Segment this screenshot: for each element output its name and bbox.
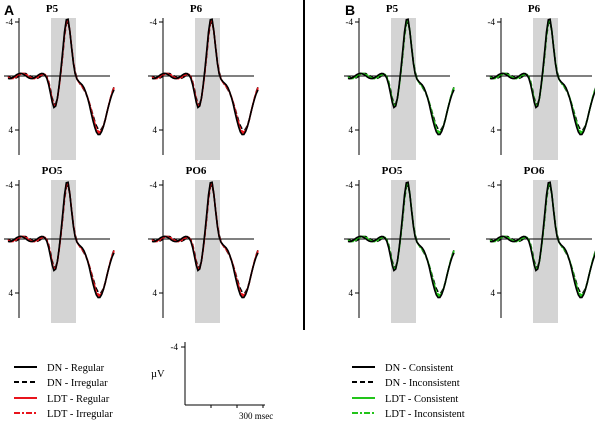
y-tick-label: -4 xyxy=(6,17,14,27)
subplot-a-p5: -4 4 P5 xyxy=(4,3,115,160)
subplot-b-p6: -4 4 P6 xyxy=(486,3,595,160)
legend-a-label-3: LDT - Regular xyxy=(47,394,110,405)
subplot-title: PO5 xyxy=(382,165,403,177)
legend-a: DN - Regular DN - Irregular LDT - Regula… xyxy=(14,363,113,420)
y-tick-label: -4 xyxy=(346,17,354,27)
subplot-b-po5: -4 4 PO5 xyxy=(344,165,455,323)
erp-waveform-4 xyxy=(489,18,595,136)
y-tick-label: -4 xyxy=(150,180,158,190)
legend-b-label-1: DN - Consistent xyxy=(385,363,453,374)
legend-b-label-2: DN - Inconsistent xyxy=(385,378,460,389)
erp-waveform-4 xyxy=(347,18,455,136)
subplot-title: P5 xyxy=(386,3,399,15)
y-tick-label: 4 xyxy=(349,288,354,298)
subplot-b-po6: -4 4 PO6 xyxy=(486,165,595,323)
erp-waveform-4 xyxy=(151,18,259,136)
plots-layer: -44P5-44P6-44PO5-44PO6-44P5-44P6-44PO5-4… xyxy=(4,3,595,323)
y-tick-label: 4 xyxy=(491,125,496,135)
y-tick-label: 4 xyxy=(153,288,158,298)
subplot-title: PO5 xyxy=(42,165,63,177)
y-tick-label: -4 xyxy=(488,180,496,190)
scale-bar-x-label: 300 msec xyxy=(239,411,273,421)
legend-a-label-4: LDT - Irregular xyxy=(47,409,113,420)
legend-a-label-2: DN - Irregular xyxy=(47,378,108,389)
y-tick-label: -4 xyxy=(150,17,158,27)
y-tick-label: -4 xyxy=(6,180,14,190)
scale-bar-unit-label: µV xyxy=(151,369,165,380)
y-tick-label: 4 xyxy=(491,288,496,298)
legend-a-label-1: DN - Regular xyxy=(47,363,105,374)
panel-label-b: B xyxy=(345,2,355,18)
y-tick-label: 4 xyxy=(349,125,354,135)
panel-label-a: A xyxy=(4,2,14,18)
subplot-b-p5: -4 4 P5 xyxy=(344,3,455,160)
y-tick-label: 4 xyxy=(9,288,14,298)
y-tick-label: 4 xyxy=(153,125,158,135)
legend-b: DN - Consistent DN - Inconsistent LDT - … xyxy=(352,363,465,420)
subplot-title: P6 xyxy=(528,3,541,15)
subplot-a-p6: -4 4 P6 xyxy=(148,3,259,160)
scale-bar-y-tick-label: -4 xyxy=(171,342,179,352)
subplot-title: PO6 xyxy=(186,165,207,177)
legend-b-label-4: LDT - Inconsistent xyxy=(385,409,465,420)
subplot-title: PO6 xyxy=(524,165,545,177)
subplot-a-po5: -4 4 PO5 xyxy=(4,165,115,323)
legend-b-label-3: LDT - Consistent xyxy=(385,394,458,405)
subplot-a-po6: -4 4 PO6 xyxy=(148,165,259,323)
erp-waveform-4 xyxy=(489,181,595,299)
subplot-title: P6 xyxy=(190,3,203,15)
erp-waveform-4 xyxy=(347,181,455,299)
subplot-title: P5 xyxy=(46,3,59,15)
erp-waveform-4 xyxy=(7,18,115,136)
erp-waveform-4 xyxy=(151,181,259,299)
erp-waveform-4 xyxy=(7,181,115,299)
y-tick-label: 4 xyxy=(9,125,14,135)
y-tick-label: -4 xyxy=(488,17,496,27)
y-tick-label: -4 xyxy=(346,180,354,190)
scale-bar: -4 µV 300 msec xyxy=(151,342,273,421)
